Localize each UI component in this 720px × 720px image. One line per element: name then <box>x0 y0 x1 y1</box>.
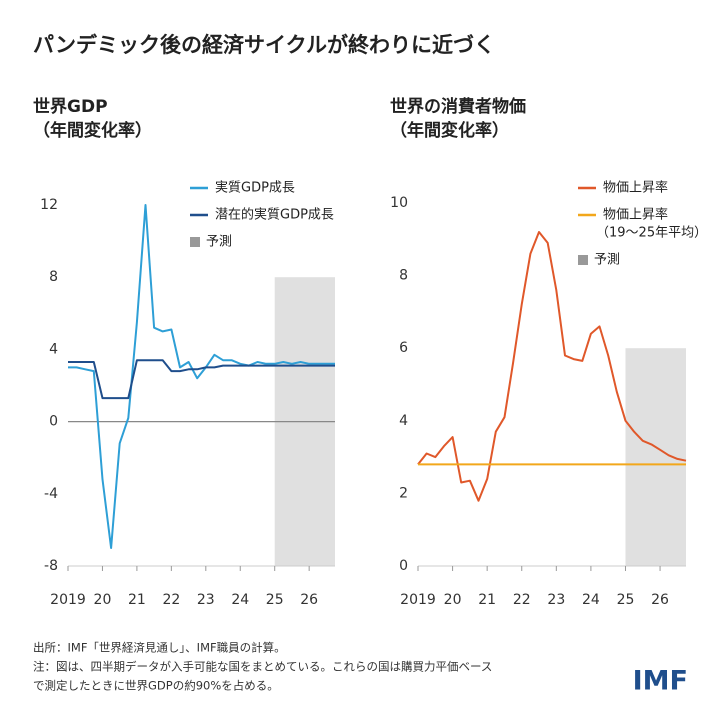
legend-sublabel: （19～25年平均） <box>596 226 707 241</box>
y-tick-label: 4 <box>399 413 408 429</box>
chart-subtitle: （年間変化率） <box>390 120 509 141</box>
note: 注：図は、四半期データが入手可能な国をまとめている。これらの国は購買力平価ベース <box>33 660 492 674</box>
legend-label: 予測 <box>206 235 232 250</box>
x-tick-label: 23 <box>197 592 215 608</box>
x-tick-label: 20 <box>444 592 462 608</box>
y-tick-label: 8 <box>399 268 408 284</box>
x-tick-label: 22 <box>162 592 180 608</box>
legend-label: 物価上昇率 <box>603 180 668 196</box>
page-title: パンデミック後の経済サイクルが終わりに近づく <box>33 33 495 57</box>
x-tick-label: 26 <box>651 592 669 608</box>
chart-subtitle: （年間変化率） <box>33 120 152 141</box>
x-tick-label: 21 <box>478 592 496 608</box>
legend-label: 予測 <box>594 253 620 268</box>
x-tick-label: 2019 <box>400 592 436 608</box>
legend-swatch <box>190 237 200 247</box>
legend-label: 物価上昇率 <box>603 207 668 223</box>
x-tick-label: 20 <box>94 592 112 608</box>
y-tick-label: 8 <box>49 269 58 285</box>
logo: IMF <box>633 666 688 697</box>
y-tick-label: -4 <box>44 486 58 502</box>
y-tick-label: 6 <box>399 340 408 356</box>
y-tick-label: 12 <box>40 197 58 213</box>
series-line <box>68 359 335 400</box>
x-tick-label: 24 <box>231 592 249 608</box>
forecast-area <box>625 348 686 566</box>
x-tick-label: 25 <box>266 592 284 608</box>
x-tick-label: 23 <box>547 592 565 608</box>
x-tick-label: 24 <box>582 592 600 608</box>
legend-label: 実質GDP成長 <box>215 180 295 196</box>
x-tick-label: 25 <box>617 592 635 608</box>
chart-title: 世界GDP <box>33 97 108 117</box>
y-tick-label: 4 <box>49 341 58 357</box>
series-line <box>417 231 687 502</box>
x-tick-label: 22 <box>513 592 531 608</box>
series-line <box>68 204 335 549</box>
legend-label: 潜在的実質GDP成長 <box>215 207 334 223</box>
note: で測定したときに世界GDPの約90%を占める。 <box>33 679 279 693</box>
source-note: 出所：IMF「世界経済見通し」、IMF職員の計算。 <box>33 641 286 655</box>
x-tick-label: 2019 <box>50 592 86 608</box>
y-tick-label: 0 <box>49 414 58 430</box>
legend-swatch <box>578 255 588 265</box>
y-tick-label: 0 <box>399 558 408 574</box>
y-tick-label: 2 <box>399 485 408 501</box>
x-tick-label: 21 <box>128 592 146 608</box>
y-tick-label: -8 <box>44 558 58 574</box>
chart-title: 世界の消費者物価 <box>390 96 526 117</box>
y-tick-label: 10 <box>390 195 408 211</box>
x-tick-label: 26 <box>300 592 318 608</box>
